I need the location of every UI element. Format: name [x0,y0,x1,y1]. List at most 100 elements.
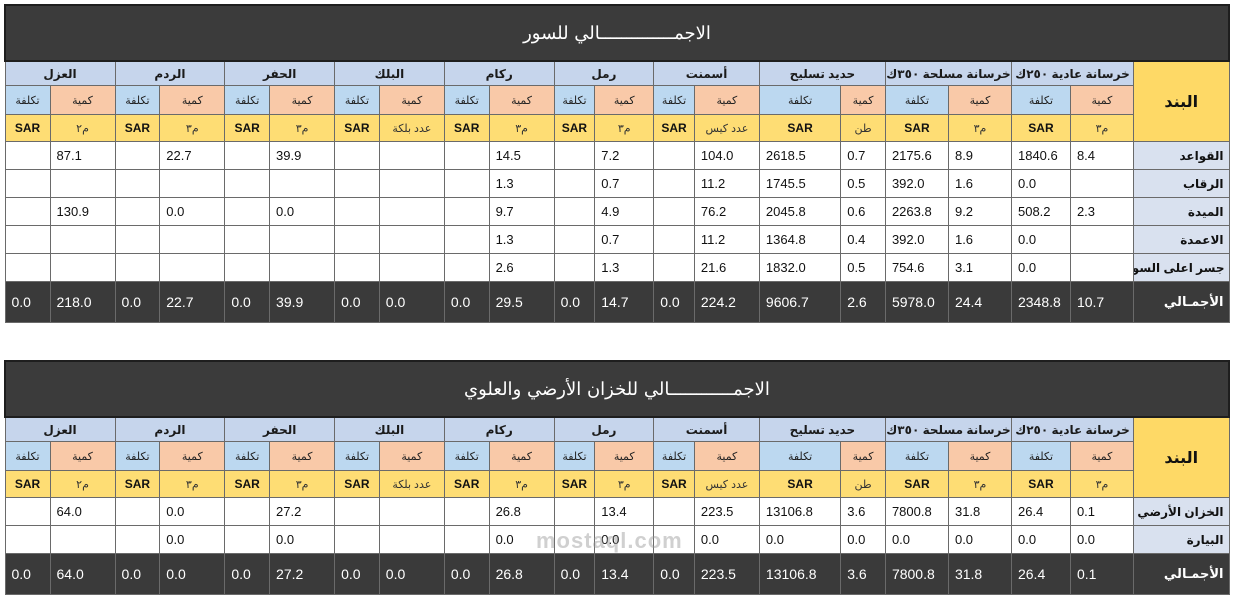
value-cell [114,253,161,282]
tanks-summary-table: الاجمــــــــــــالي للخزان الأرضي والعل… [4,360,1230,595]
total-value-cell: 218.0 [49,281,116,323]
value-cell [4,197,51,226]
total-value-cell: 13106.8 [758,553,842,595]
table-title: الاجمــــــــــــــالي للسور [4,4,1230,62]
value-cell: 0.7 [594,225,655,254]
qty-subheader: كمية [269,85,336,115]
qty-subheader: كمية [159,85,226,115]
table-row: الخزان الأرضي 0.1 26.4 31.8 7800.8 3.6 13106.8… [4,497,1230,526]
cost-subheader: تكلفة [443,85,490,115]
value-cell [49,169,116,198]
total-value-cell: 39.9 [269,281,336,323]
value-cell: 2618.5 [758,141,842,170]
row-label: القواعد [1132,141,1230,170]
value-cell: 1745.5 [758,169,842,198]
value-cell [114,197,161,226]
total-value-cell: 0.0 [553,553,596,595]
unit-cell: عدد بلكة [378,114,445,142]
value-cell [653,169,695,198]
value-cell [159,225,226,254]
total-value-cell: 0.0 [224,281,271,323]
value-cell: 754.6 [884,253,949,282]
unit-cell: م٣ [159,470,226,498]
value-cell: 0.0 [947,525,1012,554]
value-cell: 0.0 [1010,225,1071,254]
value-cell: 26.8 [488,497,555,526]
value-cell [4,169,51,198]
qty-subheader: كمية [1069,85,1134,115]
value-cell [378,169,445,198]
value-cell [114,141,161,170]
unit-cell: م٣ [594,114,655,142]
qty-subheader: كمية [947,441,1012,471]
group-header: العزل [4,60,116,86]
cost-subheader: تكلفة [334,85,380,115]
unit-cell: م٣ [269,114,336,142]
value-cell: 104.0 [693,141,760,170]
cost-subheader: تكلفة [114,85,161,115]
value-cell [378,497,445,526]
value-cell [224,197,271,226]
group-header: خرسانة مسلحة ٣٥٠ك [884,416,1012,442]
value-cell: 0.0 [159,525,226,554]
value-cell: 1840.6 [1010,141,1071,170]
value-cell [653,253,695,282]
value-cell: 0.0 [1010,169,1071,198]
currency-cell: SAR [884,114,949,142]
value-cell [443,253,490,282]
value-cell: 1.6 [947,225,1012,254]
value-cell [159,253,226,282]
currency-cell: SAR [1010,114,1071,142]
total-value-cell: 0.0 [334,553,380,595]
cost-subheader: تكلفة [4,441,51,471]
value-cell [378,225,445,254]
value-cell: 8.4 [1069,141,1134,170]
qty-subheader: كمية [488,85,555,115]
value-cell: 76.2 [693,197,760,226]
unit-cell: م٣ [488,470,555,498]
unit-cell: م٣ [594,470,655,498]
currency-cell: SAR [553,114,596,142]
value-cell [653,525,695,554]
total-value-cell: 0.0 [653,281,695,323]
group-header: العزل [4,416,116,442]
value-cell [224,141,271,170]
value-cell: 0.0 [758,525,842,554]
currency-cell: SAR [334,470,380,498]
currency-cell: SAR [114,470,161,498]
total-value-cell: 0.0 [4,553,51,595]
value-cell: 0.0 [693,525,760,554]
value-cell [378,141,445,170]
row-label: الاعمدة [1132,225,1230,254]
value-cell [334,253,380,282]
total-value-cell: 0.0 [114,553,161,595]
value-cell [224,525,271,554]
total-value-cell: 3.6 [840,553,886,595]
value-cell [553,141,596,170]
value-cell [443,497,490,526]
value-cell: 7800.8 [884,497,949,526]
value-cell [334,225,380,254]
total-value-cell: 0.0 [4,281,51,323]
value-cell [1069,253,1134,282]
value-cell: 21.6 [693,253,760,282]
value-cell: 0.0 [159,197,226,226]
value-cell: 0.5 [840,169,886,198]
table-row: القواعد 8.4 1840.6 8.9 2175.6 0.7 2618.5 104.0 7… [4,141,1230,170]
value-cell: 0.0 [269,197,336,226]
cost-subheader: تكلفة [224,85,271,115]
value-cell: 0.0 [269,525,336,554]
unit-cell: عدد كيس [693,114,760,142]
total-value-cell: 0.0 [334,281,380,323]
value-cell: 392.0 [884,169,949,198]
total-value-cell: 10.7 [1069,281,1134,323]
total-label: الأجمـالي [1132,281,1230,323]
currency-cell: SAR [4,470,51,498]
value-cell [114,225,161,254]
total-value-cell: 223.5 [693,553,760,595]
cost-subheader: تكلفة [653,85,695,115]
unit-cell: م٢ [49,470,116,498]
band-header: البند [1132,60,1230,142]
currency-cell: SAR [758,114,842,142]
value-cell: 0.0 [594,525,655,554]
